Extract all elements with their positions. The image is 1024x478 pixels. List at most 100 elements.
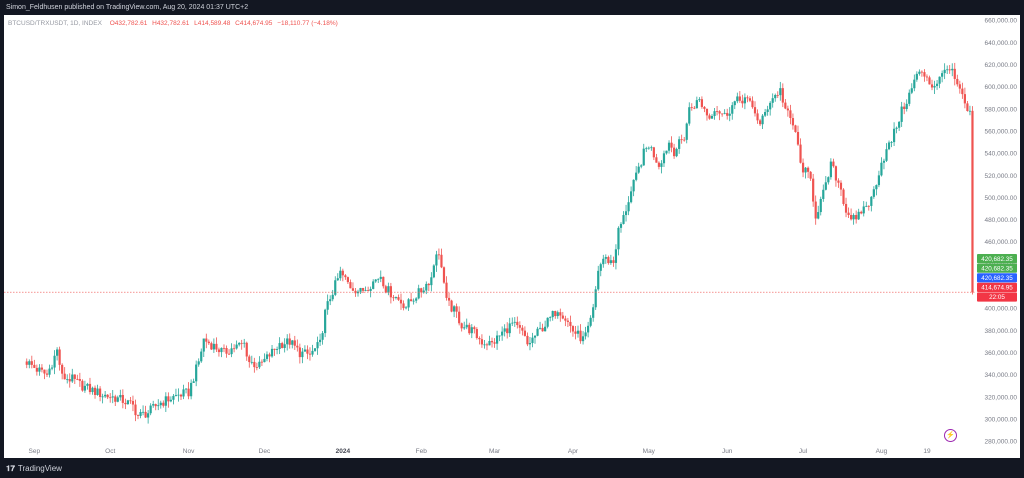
candle — [263, 353, 266, 363]
candle — [837, 178, 840, 188]
x-tick-label: Jul — [799, 448, 808, 455]
candle — [672, 143, 676, 159]
candle — [594, 286, 597, 310]
candle — [807, 166, 810, 179]
candle — [318, 333, 322, 347]
candle — [225, 345, 228, 358]
candle — [890, 140, 893, 148]
price-tag-label: 420,682.35 — [981, 265, 1013, 272]
candle — [928, 75, 931, 85]
lightning-icon[interactable]: ⚡ — [944, 429, 957, 442]
candle — [258, 356, 261, 370]
candle — [220, 347, 223, 358]
candle — [809, 171, 812, 181]
y-tick-label: 600,000.00 — [984, 84, 1017, 91]
candles-layer — [25, 62, 974, 424]
candle — [379, 270, 382, 283]
candle — [240, 339, 243, 350]
candle — [485, 342, 489, 351]
candle — [728, 107, 731, 122]
tradingview-brand[interactable]: 𝟏𝟕 TradingView — [6, 464, 62, 474]
candle — [900, 101, 903, 127]
candle — [599, 262, 602, 277]
candle — [66, 374, 69, 384]
candle — [306, 345, 309, 360]
candle — [536, 326, 539, 337]
candle — [336, 273, 339, 281]
x-tick-label: Dec — [259, 448, 271, 455]
candle — [192, 378, 195, 383]
candle — [88, 377, 92, 395]
candle — [614, 244, 618, 270]
x-tick-label: Oct — [105, 448, 115, 455]
candle — [627, 196, 630, 216]
chart-frame — [4, 15, 1020, 458]
candle — [384, 284, 387, 294]
candle — [177, 388, 180, 402]
candle — [925, 74, 929, 82]
candle — [852, 213, 855, 225]
candle — [875, 184, 878, 196]
x-tick-label: Nov — [183, 448, 195, 455]
candle — [847, 207, 850, 219]
candle — [134, 399, 137, 422]
candle — [958, 80, 961, 94]
candle — [602, 254, 605, 268]
candle — [794, 124, 797, 133]
candle — [617, 226, 620, 256]
candle — [713, 107, 716, 120]
candle — [341, 268, 344, 282]
candle — [321, 330, 324, 345]
candle — [480, 334, 484, 348]
candle — [437, 248, 441, 260]
candle — [698, 97, 701, 103]
candle — [248, 354, 251, 368]
candle — [78, 372, 81, 387]
price-tag-label: 420,682.35 — [981, 275, 1013, 282]
candle — [331, 289, 334, 302]
candle — [162, 400, 165, 408]
candle — [71, 368, 74, 383]
candle — [38, 364, 41, 376]
candle — [372, 279, 375, 290]
candle — [887, 140, 891, 151]
candle — [233, 344, 236, 353]
candle — [394, 296, 398, 300]
candle — [607, 255, 610, 265]
candle — [635, 166, 638, 182]
y-tick-label: 460,000.00 — [984, 239, 1017, 246]
legend-low: L414,589.48 — [194, 20, 231, 27]
candle — [592, 303, 595, 322]
candle — [966, 101, 969, 112]
candle — [164, 392, 167, 412]
candle — [473, 325, 476, 334]
candle — [410, 292, 413, 302]
candle — [329, 295, 332, 306]
candle — [839, 180, 843, 197]
candle — [420, 287, 423, 298]
y-tick-label: 480,000.00 — [984, 217, 1017, 224]
candle — [415, 297, 418, 304]
candle — [642, 143, 645, 166]
candle — [865, 201, 868, 208]
candle — [432, 264, 435, 279]
candle — [495, 330, 499, 350]
candle — [147, 410, 150, 424]
candle — [283, 338, 286, 353]
candle — [913, 74, 916, 92]
candle — [169, 396, 172, 403]
candle — [28, 359, 31, 369]
candle — [609, 254, 612, 265]
candle — [892, 122, 896, 147]
candle — [430, 272, 433, 292]
candle — [513, 317, 516, 327]
candle — [731, 102, 734, 120]
candle — [440, 248, 443, 269]
candle — [518, 321, 521, 334]
candle — [812, 173, 815, 207]
candle — [508, 317, 511, 337]
candle — [860, 210, 863, 215]
candle — [930, 79, 934, 91]
candle — [250, 355, 253, 365]
